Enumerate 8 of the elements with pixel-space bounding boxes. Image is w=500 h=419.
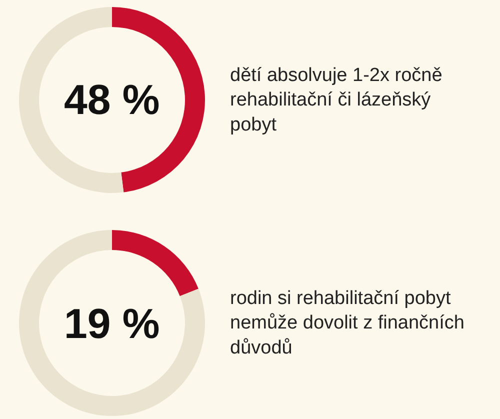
donut-slice xyxy=(19,7,124,193)
text: dětí absolvuje 1-2x ročně rehabilitační či lázeňský pobyt xyxy=(230,65,442,136)
donut-slice xyxy=(112,7,205,192)
text: rodin si rehabilitační pobyt nemůže dovolit z finančních důvodů xyxy=(230,288,464,358)
text: 48 % xyxy=(64,76,160,123)
text: 19 % xyxy=(64,300,160,347)
donut-slice xyxy=(112,230,198,296)
donut-slice xyxy=(19,230,205,416)
